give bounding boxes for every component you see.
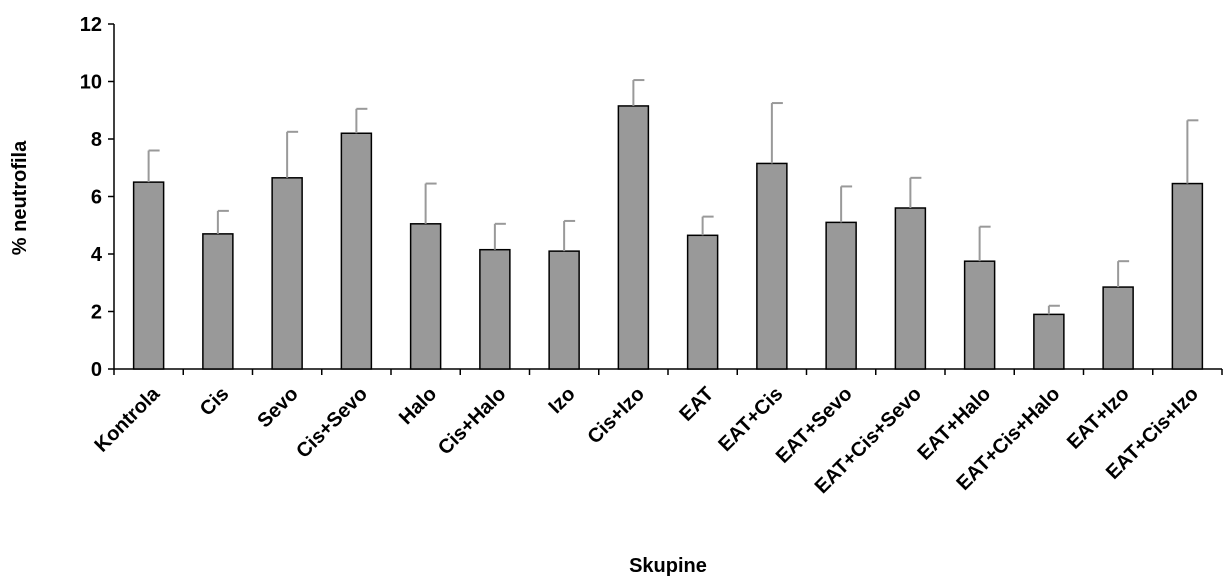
bar-eat-cis-halo <box>1033 313 1065 370</box>
x-tick-label: EAT+Izo <box>1063 383 1134 454</box>
x-tick-label: Izo <box>544 383 579 418</box>
bar-izo <box>548 250 580 370</box>
x-tick-label: Kontrola <box>90 382 164 456</box>
error-bars <box>147 79 1199 315</box>
y-tick-label: 6 <box>91 187 102 209</box>
x-tick-label: Cis+Sevo <box>292 383 372 463</box>
y-tick-label: 4 <box>91 244 103 266</box>
y-tick-label: 0 <box>91 359 102 381</box>
bar-sevo <box>271 177 303 370</box>
y-axis-label: % neutrofila <box>9 140 31 255</box>
x-tick-label: Cis <box>196 383 234 421</box>
x-tick-label: Sevo <box>253 383 302 432</box>
y-tick-label: 2 <box>91 302 102 324</box>
bar-eat-cis <box>756 162 788 370</box>
x-axis-label: Skupine <box>629 555 707 577</box>
bar-eat-halo <box>963 260 996 370</box>
bar-halo <box>409 223 442 370</box>
bar-kontrola <box>132 181 165 370</box>
y-tick-labels: 0 2 4 6 8 10 12 <box>80 14 103 381</box>
y-tick-label: 12 <box>80 14 102 36</box>
bars <box>132 105 1204 370</box>
bar-eat-cis-izo <box>1171 182 1204 370</box>
bar-cis-izo <box>617 105 650 370</box>
x-tick-label: Cis+Izo <box>583 383 648 448</box>
x-tick-label: Halo <box>395 383 441 429</box>
bar-cis <box>202 233 234 370</box>
bar-eat-cis-sevo <box>894 207 927 370</box>
bar-eat <box>686 234 719 370</box>
bar-cis-halo <box>479 248 511 370</box>
x-tick-label: EAT <box>675 383 718 426</box>
bar-eat-sevo <box>825 221 857 370</box>
x-tick-label: EAT+Cis <box>714 383 787 456</box>
y-tick-label: 10 <box>80 72 102 94</box>
x-tick-label: Cis+Halo <box>434 383 510 459</box>
y-tick-label: 8 <box>91 129 102 151</box>
bar-eat-izo <box>1102 286 1134 370</box>
bar-cis-sevo <box>340 132 373 370</box>
